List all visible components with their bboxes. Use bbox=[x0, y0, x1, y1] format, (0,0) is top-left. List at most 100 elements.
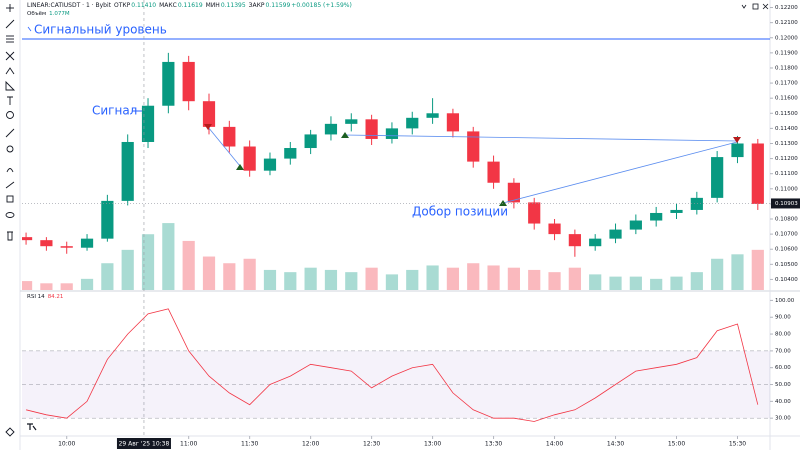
last-price-bg bbox=[771, 198, 800, 209]
ohlc-label: ОТКР bbox=[114, 2, 131, 9]
drawings bbox=[204, 124, 741, 206]
candle-body bbox=[609, 229, 622, 239]
buy-marker bbox=[236, 164, 244, 170]
tool-ruler[interactable] bbox=[5, 128, 15, 138]
tool-text[interactable] bbox=[7, 96, 13, 105]
candle-body bbox=[426, 113, 439, 118]
volume-bar bbox=[101, 263, 114, 290]
volume-bar bbox=[548, 272, 561, 290]
btn-down[interactable] bbox=[741, 4, 747, 9]
trend-line[interactable] bbox=[344, 134, 738, 142]
volume-bar bbox=[731, 254, 744, 290]
candle-body bbox=[80, 238, 94, 248]
tool-projection[interactable] bbox=[5, 80, 16, 91]
ohlc-label: ЗАКР bbox=[248, 2, 265, 9]
x-tick-label: 12:00 bbox=[302, 441, 319, 448]
tool-icons[interactable] bbox=[6, 111, 14, 119]
candle-body bbox=[548, 223, 561, 235]
volume-bar bbox=[121, 249, 134, 290]
candle-body bbox=[650, 212, 663, 221]
symbol: LINEAR:CATIUSDT · 1 · Bybit bbox=[27, 2, 112, 9]
trend-line[interactable] bbox=[207, 126, 241, 167]
candle-body bbox=[731, 143, 744, 158]
y-tick-label: 0.11800 bbox=[775, 65, 798, 71]
volume-bar bbox=[507, 267, 520, 290]
rsi-tick-label: 30.00 bbox=[775, 416, 791, 422]
rsi-tick-label: 40.00 bbox=[775, 399, 791, 405]
candle-body bbox=[385, 128, 399, 139]
volume-bar bbox=[589, 274, 602, 290]
volume-bar bbox=[40, 283, 53, 290]
sell-marker bbox=[733, 137, 741, 143]
candle-body bbox=[22, 237, 33, 241]
y-tick-label: 0.10500 bbox=[775, 262, 798, 268]
ohlc-value: 0.11395 bbox=[220, 2, 246, 9]
tool-pattern[interactable] bbox=[5, 67, 15, 75]
candle-body bbox=[141, 105, 155, 142]
y-tick-label: 0.11500 bbox=[775, 111, 798, 117]
annotation-level: Сигнальный уровень bbox=[34, 23, 167, 37]
candle-body bbox=[182, 61, 195, 102]
volume-bar bbox=[690, 272, 703, 290]
tool-crosshair[interactable] bbox=[6, 4, 14, 12]
x-tick-label: 14:30 bbox=[607, 441, 624, 448]
tool-trendline[interactable] bbox=[5, 19, 15, 29]
rsi-tick-label: 50.00 bbox=[775, 382, 791, 388]
volume-bar bbox=[487, 265, 500, 290]
x-tick-label: 13:00 bbox=[424, 441, 441, 448]
rsi-legend: RSI 14 84.21 bbox=[27, 294, 63, 300]
y-tick-label: 0.11300 bbox=[775, 141, 798, 147]
rsi-value: 84.21 bbox=[47, 294, 64, 300]
candle-body bbox=[101, 200, 114, 239]
y-tick-label: 0.10600 bbox=[775, 247, 798, 253]
volume-bar bbox=[162, 223, 175, 290]
tool-eye[interactable] bbox=[5, 212, 15, 218]
tool-magnet[interactable] bbox=[6, 168, 14, 173]
crosshair-label: 29 Авг '25 10:38 bbox=[119, 441, 170, 448]
candle-body bbox=[467, 131, 480, 162]
volume-bar bbox=[426, 265, 439, 290]
y-tick-label: 0.12200 bbox=[775, 5, 798, 11]
annotation-add-position: Добор позиции bbox=[412, 205, 508, 219]
volume-bar bbox=[385, 274, 399, 290]
candle-body bbox=[670, 209, 683, 213]
rsi-line bbox=[26, 308, 759, 422]
volume-bar bbox=[670, 276, 683, 290]
btn-maximize[interactable] bbox=[752, 3, 759, 10]
y-tick-label: 0.11100 bbox=[775, 171, 798, 177]
y-tick-label: 0.11900 bbox=[775, 50, 798, 56]
candle-body bbox=[711, 157, 724, 198]
tool-trash[interactable] bbox=[7, 231, 13, 241]
tool-layers[interactable] bbox=[5, 427, 15, 437]
tv-logo[interactable] bbox=[27, 423, 37, 431]
ohlc-label: МИН bbox=[205, 2, 220, 9]
tool-lock-draw[interactable] bbox=[5, 181, 15, 189]
pane-controls bbox=[741, 3, 769, 10]
volume-bar bbox=[609, 276, 622, 290]
candle-body bbox=[60, 246, 73, 248]
candle-body bbox=[528, 202, 541, 224]
btn-close[interactable] bbox=[762, 3, 769, 10]
candle-body bbox=[446, 113, 460, 132]
price-change: +0.00185 (+1.59%) bbox=[291, 2, 352, 9]
tool-lock[interactable] bbox=[6, 195, 14, 203]
ohlc-value: 0.11599 bbox=[265, 2, 291, 9]
volume-bar bbox=[263, 269, 277, 290]
candle-body bbox=[629, 220, 642, 230]
candle-body bbox=[406, 117, 419, 129]
candle-body bbox=[284, 148, 297, 159]
tool-lines[interactable] bbox=[6, 35, 14, 43]
rsi-tick-label: 80.00 bbox=[775, 332, 791, 338]
candle-body bbox=[162, 61, 175, 106]
x-tick-label: 15:30 bbox=[729, 441, 746, 448]
candle-body bbox=[40, 240, 53, 247]
trend-line[interactable] bbox=[502, 141, 738, 204]
tool-zoom[interactable] bbox=[6, 145, 14, 153]
candle-body bbox=[507, 182, 520, 203]
volume-bar bbox=[182, 240, 195, 290]
ohlc-value: 0.11410 bbox=[131, 2, 157, 9]
y-tick-label: 0.11600 bbox=[775, 96, 798, 102]
tool-fib[interactable] bbox=[5, 51, 15, 61]
candle-body bbox=[263, 158, 277, 171]
y-tick-label: 0.12100 bbox=[775, 20, 798, 26]
